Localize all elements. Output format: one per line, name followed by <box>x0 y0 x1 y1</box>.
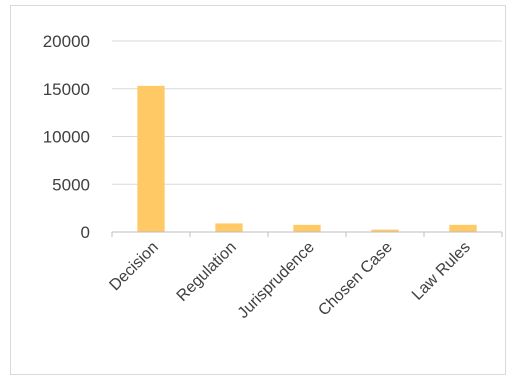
bar-law-rules <box>449 224 477 232</box>
bars <box>137 85 477 232</box>
bar-chosen-case <box>371 229 399 232</box>
bar-decision <box>137 85 165 232</box>
x-tick-label-decision: Decision <box>106 239 161 294</box>
y-tick-label-15000: 15000 <box>43 80 90 99</box>
y-tick-label-5000: 5000 <box>52 175 90 194</box>
gridlines <box>112 40 502 185</box>
y-tick-label-20000: 20000 <box>43 32 90 51</box>
x-tick-label-regulation: Regulation <box>174 239 240 305</box>
y-tick-label-0: 0 <box>81 223 90 242</box>
y-axis-tick-labels: 0 5000 10000 15000 20000 <box>43 32 90 242</box>
x-tick-label-law-rules: Law Rules <box>409 239 474 304</box>
x-axis <box>111 231 503 237</box>
x-tick-label-chosen-case: Chosen Case <box>315 239 396 320</box>
chart-frame <box>10 5 506 375</box>
y-tick-label-10000: 10000 <box>43 128 90 147</box>
bar-regulation <box>215 223 243 232</box>
x-tick-label-jurisprudence: Jurisprudence <box>235 239 318 322</box>
bar-jurisprudence <box>293 224 321 232</box>
